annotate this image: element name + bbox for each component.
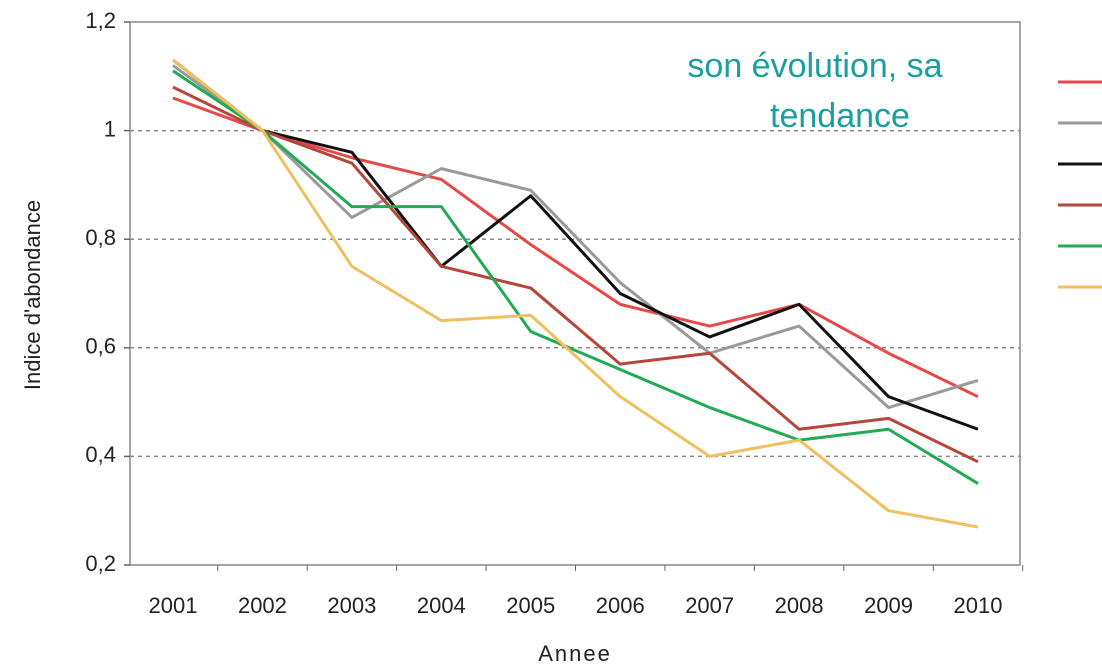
x-tick-label: 2006 xyxy=(596,593,645,618)
series-line xyxy=(172,96,979,399)
y-tick-label: 1,2 xyxy=(85,8,116,33)
y-tick-label: 0,6 xyxy=(85,334,116,359)
x-tick-label: 2001 xyxy=(149,593,198,618)
series-line xyxy=(172,64,979,410)
annotation: tendance xyxy=(770,97,910,135)
x-tick-label: 2002 xyxy=(238,593,287,618)
x-tick-label: 2008 xyxy=(775,593,824,618)
x-tick-label: 2007 xyxy=(685,593,734,618)
y-tick-label: 0,2 xyxy=(85,551,116,576)
annotation: son évolution, sa xyxy=(687,47,942,85)
series-line xyxy=(172,58,979,431)
y-tick-label: 1 xyxy=(104,116,116,141)
series-line xyxy=(172,85,979,464)
series-line xyxy=(172,58,979,529)
y-tick-label: 0,4 xyxy=(85,442,116,467)
x-tick-label: 2004 xyxy=(417,593,466,618)
x-axis-label: Annee xyxy=(538,641,612,666)
x-tick-label: 2009 xyxy=(864,593,913,618)
series-line xyxy=(172,69,979,485)
x-tick-label: 2010 xyxy=(954,593,1003,618)
x-tick-label: 2003 xyxy=(327,593,376,618)
x-tick-label: 2005 xyxy=(506,593,555,618)
y-tick-label: 0,8 xyxy=(85,225,116,250)
y-axis-label: Indice d'abondance xyxy=(20,200,45,390)
